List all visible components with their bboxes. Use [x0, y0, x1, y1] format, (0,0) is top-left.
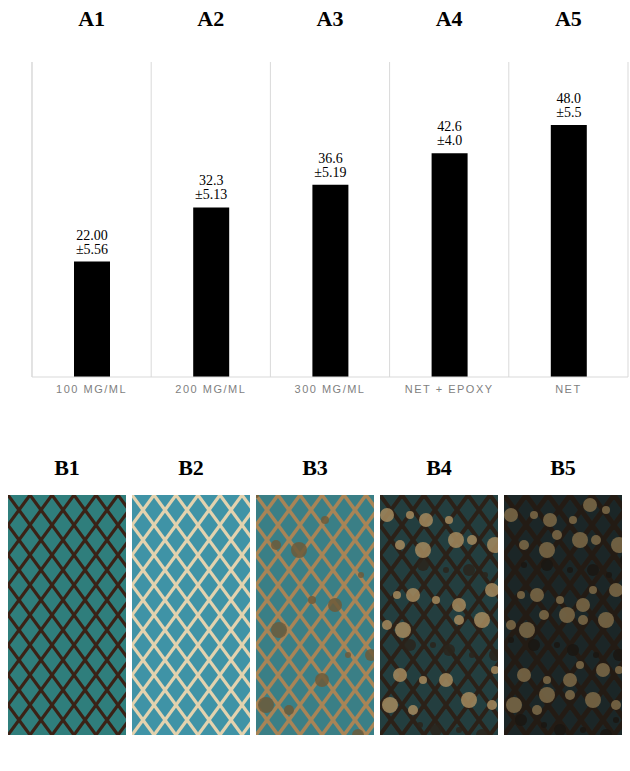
html-text:A5: A5 [554, 6, 582, 31]
html-text:A2: A2 [197, 6, 225, 31]
svg-text:32.3±5.13: 32.3±5.13 [195, 173, 227, 202]
svg-text:36.6±5.19: 36.6±5.19 [314, 151, 346, 180]
svg-text:48.0±5.5: 48.0±5.5 [556, 91, 581, 120]
html-text:B3: B3 [302, 455, 328, 480]
svg-text:300 MG/ML: 300 MG/ML [295, 383, 366, 395]
html-text:B1: B1 [54, 455, 80, 480]
html-text:B5: B5 [550, 455, 576, 480]
svg-text:NET + EPOXY: NET + EPOXY [405, 383, 494, 395]
svg-text:42.6±4.0: 42.6±4.0 [437, 119, 462, 148]
html-text:A4: A4 [435, 6, 463, 31]
html-text:B4: B4 [426, 455, 452, 480]
svg-text:22.00±5.56: 22.00±5.56 [76, 228, 108, 257]
svg-text:NET: NET [555, 383, 582, 395]
html-text:B2: B2 [178, 455, 204, 480]
html-text:A3: A3 [316, 6, 344, 31]
svg-text:200 MG/ML: 200 MG/ML [175, 383, 246, 395]
html-text:A1: A1 [78, 6, 105, 31]
svg-text:100 MG/ML: 100 MG/ML [56, 383, 127, 395]
